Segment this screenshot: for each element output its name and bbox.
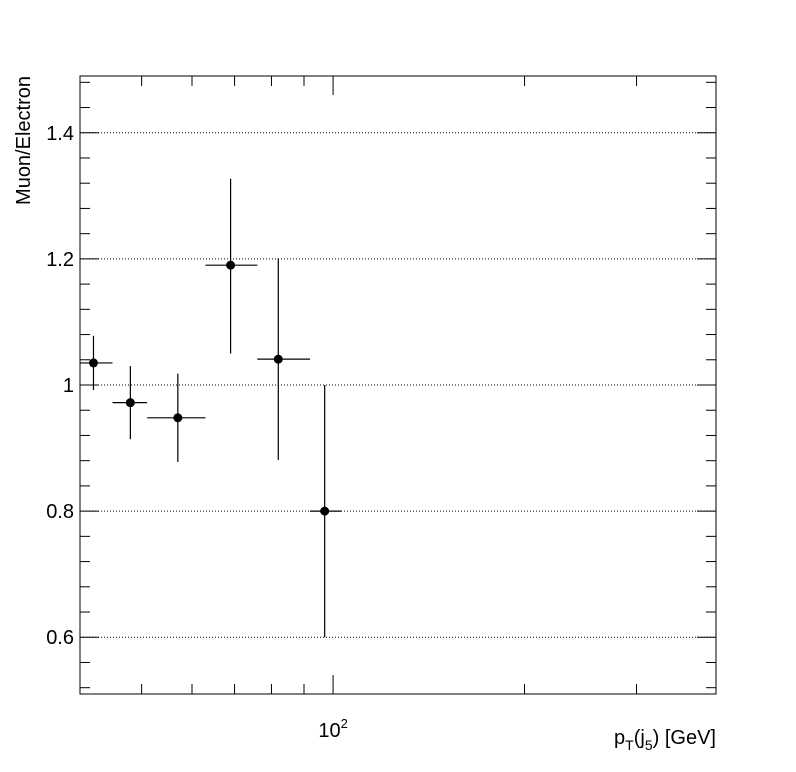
y-tick-label: 1.2 — [46, 249, 74, 271]
x-tick-label-100: 102 — [318, 716, 347, 742]
plot-frame — [79, 75, 717, 695]
data-points — [80, 178, 342, 638]
y-axis-title: Muon/Electron — [13, 76, 35, 205]
y-tick-label: 1 — [63, 375, 74, 397]
data-point — [320, 506, 330, 516]
y-tick-label: 0.6 — [46, 627, 74, 649]
y-tick-labels: 0.6 0.8 1 1.2 1.4 — [46, 123, 74, 649]
y-tick-label: 0.8 — [46, 501, 74, 523]
grid-lines — [80, 132, 716, 638]
data-point — [88, 358, 98, 368]
data-point — [273, 354, 283, 364]
data-point — [125, 398, 135, 408]
data-point — [173, 413, 183, 423]
data-point — [226, 260, 236, 270]
x-axis-title: pT(j5) [GeV] — [614, 727, 716, 753]
axis-ticks — [79, 76, 717, 694]
y-tick-label: 1.4 — [46, 123, 74, 145]
